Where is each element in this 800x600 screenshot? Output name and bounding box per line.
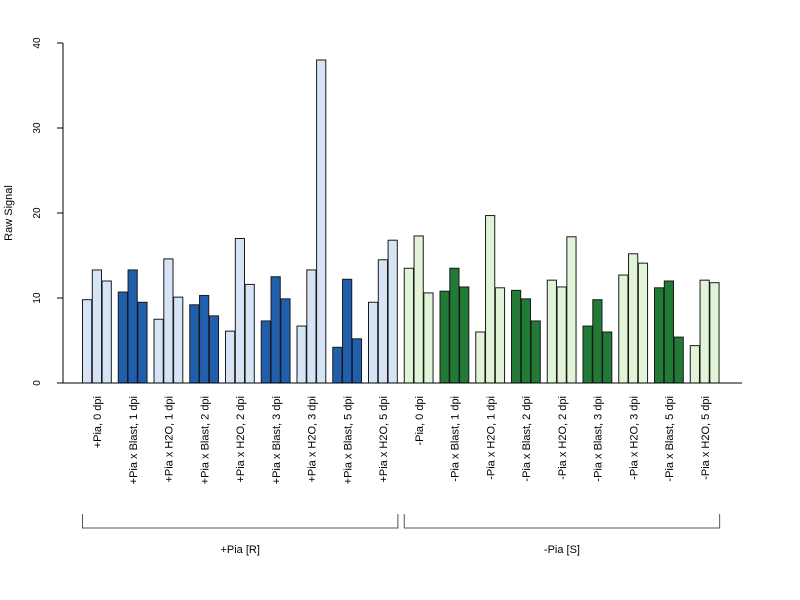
bar [199, 294, 210, 384]
bar [413, 235, 424, 384]
bar [332, 346, 343, 384]
bar [101, 280, 112, 384]
group-bracket [403, 514, 721, 529]
bar [566, 236, 577, 384]
category-label: -Pia x Blast, 2 dpi [521, 396, 533, 482]
bar [494, 287, 506, 384]
y-tick-label: 20 [32, 207, 43, 219]
category-label: +Pia x H2O, 2 dpi [235, 396, 247, 483]
bar [485, 215, 496, 384]
group-bracket [82, 514, 399, 529]
bar [699, 279, 710, 384]
y-axis-label: Raw Signal [3, 185, 15, 241]
bar [475, 331, 486, 384]
bar [82, 299, 93, 384]
bar [423, 292, 434, 384]
bar [368, 301, 379, 384]
bar [459, 286, 470, 384]
bar [127, 269, 138, 384]
bar [592, 299, 603, 384]
y-tick-label: 40 [32, 37, 43, 49]
bar [546, 279, 557, 384]
bar [377, 259, 388, 384]
bar [511, 289, 522, 384]
category-label: +Pia x H2O, 1 dpi [164, 396, 176, 483]
bar [530, 320, 541, 384]
bar [117, 291, 128, 384]
bar [306, 269, 317, 384]
y-axis: 0 10 20 30 40 [32, 37, 64, 386]
bar [637, 262, 649, 384]
bar [663, 280, 674, 384]
bar [153, 318, 164, 384]
bar [316, 59, 327, 384]
category-label: +Pia x H2O, 5 dpi [378, 396, 390, 483]
bar [449, 267, 460, 384]
bar [225, 330, 236, 384]
y-tick-label: 10 [32, 292, 43, 304]
bar [520, 298, 531, 384]
bar [260, 320, 271, 384]
bar [709, 282, 720, 384]
bar [163, 258, 174, 384]
category-label: +Pia x Blast, 2 dpi [199, 396, 211, 484]
bar [387, 239, 398, 384]
group-label: +Pia [R] [220, 544, 259, 556]
bar [618, 274, 629, 384]
category-label: +Pia x Blast, 5 dpi [342, 396, 354, 484]
bar [602, 331, 613, 384]
bar [439, 290, 450, 384]
bar [137, 301, 148, 384]
y-tick-label: 30 [32, 122, 43, 134]
bar [244, 283, 255, 384]
bar [556, 286, 567, 384]
bar [689, 345, 700, 384]
group-brackets: +Pia [R] -Pia [S] [82, 514, 721, 556]
category-label: -Pia, 0 dpi [414, 396, 426, 446]
bar [189, 304, 200, 384]
bar [208, 315, 220, 384]
bar [91, 269, 103, 384]
group-label: -Pia [S] [544, 544, 580, 556]
bar [582, 325, 593, 384]
category-label: -Pia x Blast, 5 dpi [664, 396, 676, 482]
bar [654, 287, 665, 384]
bar [270, 276, 281, 384]
category-label: +Pia, 0 dpi [92, 396, 104, 448]
category-label: -Pia x H2O, 5 dpi [700, 396, 712, 480]
category-label: +Pia x Blast, 3 dpi [271, 396, 283, 484]
category-label: +Pia x H2O, 3 dpi [307, 396, 319, 483]
bar [234, 238, 246, 384]
bar [628, 253, 639, 384]
bar [673, 336, 684, 384]
category-label: -Pia x H2O, 2 dpi [557, 396, 569, 480]
category-label: +Pia x Blast, 1 dpi [128, 396, 140, 484]
category-label: -Pia x H2O, 3 dpi [628, 396, 640, 480]
bar [403, 267, 414, 384]
bar [296, 325, 307, 384]
category-label: -Pia x Blast, 3 dpi [593, 396, 605, 482]
bar [173, 296, 184, 384]
y-tick-label: 0 [32, 380, 43, 386]
bar [342, 278, 353, 384]
category-labels: +Pia, 0 dpi +Pia x Blast, 1 dpi +Pia x H2O… [92, 396, 712, 484]
category-label: -Pia x H2O, 1 dpi [485, 396, 497, 480]
bar [280, 298, 291, 384]
bar [351, 338, 363, 384]
category-label: -Pia x Blast, 1 dpi [450, 396, 462, 482]
bars-layer [82, 59, 720, 384]
